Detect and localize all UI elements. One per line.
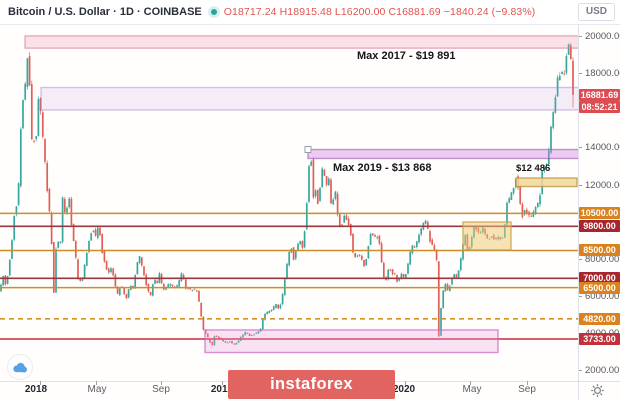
time-axis-label: May <box>462 384 482 395</box>
time-axis-label: 2019 <box>210 384 234 395</box>
symbol-title[interactable]: Bitcoin / U.S. Dollar · 1D · COINBASE <box>8 6 202 18</box>
time-axis-label: 2020 <box>392 384 416 395</box>
price-level-badge: 6500.00 <box>579 281 620 294</box>
price-level-badge: 8500.00 <box>579 244 620 257</box>
time-axis-label: May <box>87 384 107 395</box>
ohlc-values: O18717.24 H18915.48 L16200.00 C16881.69 … <box>223 6 536 18</box>
cloud-logo[interactable] <box>7 354 33 380</box>
time-axis-tick <box>40 381 41 385</box>
time-axis-label: Sep <box>152 384 170 395</box>
price-axis-label: 18000.00 <box>579 68 620 80</box>
candlestick-series <box>0 42 574 346</box>
candlestick-chart-canvas[interactable] <box>0 24 579 381</box>
chart-toolbar: Bitcoin / U.S. Dollar · 1D · COINBASE O1… <box>0 0 620 25</box>
max-2017-zone <box>24 35 579 49</box>
market-status-icon <box>210 9 217 15</box>
time-axis-tick <box>527 381 528 385</box>
cloud-icon <box>13 362 27 372</box>
time-axis-tick <box>96 381 97 385</box>
time-axis-tick <box>405 381 406 385</box>
price-level-badge: 4820.00 <box>579 312 620 325</box>
gear-icon <box>591 384 604 397</box>
price-axis-label: 6000.00 <box>579 291 620 303</box>
price-level-badge: 9800.00 <box>579 220 620 233</box>
12486-zone <box>515 177 578 188</box>
price-axis-label: 12000.00 <box>579 180 620 192</box>
price-level-badge: 10500.00 <box>579 207 620 220</box>
price-axis-label: 20000.00 <box>579 31 620 43</box>
annotation-text: $12 486 <box>516 163 551 174</box>
price-axis-label: 14000.00 <box>579 142 620 154</box>
annotation-text: Max 2017 - $19 891 <box>357 50 456 62</box>
time-axis-label: Sep <box>518 384 536 395</box>
price-level-badge: 3733.00 <box>579 332 620 345</box>
currency-toggle-button[interactable]: USD <box>577 3 615 21</box>
time-axis-tick <box>470 381 471 385</box>
bottom-zone <box>204 329 499 354</box>
zones <box>24 35 579 354</box>
time-axis-tick <box>161 381 162 385</box>
price-axis-label: 2000.00 <box>579 365 620 377</box>
current-zone <box>40 86 579 111</box>
settings-button[interactable] <box>590 383 605 398</box>
instaforex-watermark-label: instaforex <box>270 375 353 393</box>
annotation-text: Max 2019 - $13 868 <box>333 162 432 174</box>
2020-range-box <box>462 221 512 251</box>
bar-countdown-badge: 08:52:21 <box>579 100 620 113</box>
price-axis-label: 8000.00 <box>579 254 620 266</box>
price-level-badge: 16881.69 <box>579 88 620 101</box>
time-axis-label: 2018 <box>24 384 48 395</box>
price-level-badge: 7000.00 <box>579 272 620 285</box>
instaforex-watermark: instaforex <box>228 370 395 399</box>
price-axis-separator <box>578 24 579 400</box>
max-2019-zone <box>307 148 579 160</box>
time-axis-tick <box>222 381 223 385</box>
